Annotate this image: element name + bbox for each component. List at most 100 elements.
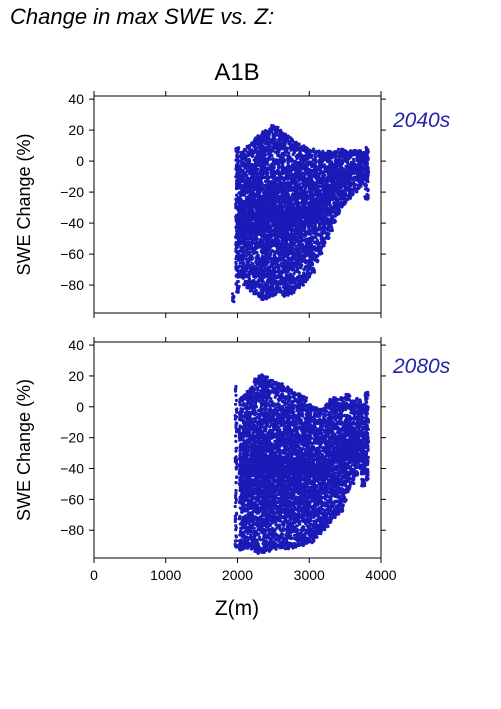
- data-point: [270, 196, 275, 200]
- data-point: [285, 262, 289, 266]
- data-point: [295, 220, 299, 224]
- data-point: [260, 148, 264, 152]
- data-point: [234, 249, 238, 253]
- data-point: [242, 149, 246, 153]
- data-point: [237, 170, 242, 174]
- data-point: [288, 197, 292, 201]
- data-point: [278, 203, 283, 207]
- data-point: [254, 288, 258, 292]
- data-point: [303, 207, 307, 211]
- y-tick-label: −20: [60, 184, 84, 200]
- data-point: [268, 244, 272, 248]
- data-point: [284, 239, 288, 243]
- data-point: [277, 272, 282, 276]
- data-point: [291, 229, 295, 233]
- data-point: [304, 280, 308, 284]
- data-point: [303, 272, 307, 276]
- data-point: [292, 248, 296, 252]
- data-point: [271, 175, 275, 179]
- data-point: [271, 145, 275, 149]
- data-point: [292, 162, 296, 166]
- data-point: [259, 249, 263, 253]
- data-point: [234, 262, 238, 266]
- data-point: [295, 217, 300, 221]
- data-point: [242, 219, 246, 223]
- data-point: [253, 142, 258, 147]
- data-point: [234, 243, 238, 247]
- data-point: [302, 166, 306, 170]
- data-point: [259, 233, 264, 237]
- data-point: [309, 235, 314, 239]
- data-point: [281, 220, 285, 224]
- data-point: [242, 176, 246, 180]
- data-point: [263, 164, 267, 168]
- data-point: [244, 254, 249, 258]
- data-point: [259, 143, 263, 147]
- data-point: [297, 285, 301, 289]
- data-point: [259, 177, 264, 181]
- data-point: [252, 211, 256, 215]
- data-point: [266, 214, 270, 218]
- data-point: [271, 149, 275, 153]
- data-point: [248, 213, 252, 217]
- data-point: [245, 196, 249, 200]
- data-point: [281, 265, 285, 269]
- data-point: [256, 208, 260, 213]
- data-point: [288, 172, 292, 176]
- data-point: [286, 282, 290, 286]
- data-point: [310, 255, 314, 259]
- data-point: [239, 255, 243, 259]
- data-point: [299, 221, 303, 225]
- data-point: [252, 150, 256, 154]
- data-point: [274, 144, 278, 148]
- data-point: [274, 290, 278, 294]
- data-point: [250, 255, 254, 259]
- data-point: [299, 229, 303, 233]
- y-axis-label: SWE Change (%): [14, 133, 34, 275]
- data-point: [238, 261, 242, 265]
- data-point: [238, 182, 242, 186]
- data-point: [270, 164, 274, 168]
- data-point: [252, 186, 256, 190]
- data-point: [239, 273, 243, 277]
- data-point: [263, 135, 267, 139]
- data-point: [238, 230, 242, 234]
- data-point: [266, 162, 270, 166]
- data-point: [288, 208, 292, 212]
- data-point: [288, 284, 292, 288]
- data-point: [237, 164, 241, 168]
- data-point: [307, 228, 311, 232]
- data-point: [273, 170, 277, 174]
- data-point: [253, 248, 257, 252]
- data-point: [277, 158, 281, 162]
- data-point: [256, 199, 260, 203]
- data-point: [266, 260, 270, 264]
- data-point: [289, 178, 293, 183]
- data-point: [259, 228, 263, 232]
- data-point: [274, 217, 279, 221]
- data-point: [245, 260, 249, 264]
- data-point: [237, 191, 242, 195]
- data-point: [288, 158, 292, 162]
- data-point: [292, 217, 296, 221]
- data-point: [277, 195, 281, 199]
- data-point: [241, 239, 246, 243]
- data-point: [288, 276, 292, 280]
- data-point: [234, 202, 238, 206]
- data-point: [273, 244, 277, 248]
- data-point: [249, 288, 253, 292]
- data-point: [313, 155, 317, 159]
- data-point: [245, 246, 249, 250]
- data-point: [274, 160, 278, 164]
- data-point: [235, 273, 239, 277]
- data-point: [256, 253, 260, 257]
- data-point: [281, 282, 285, 286]
- data-point: [252, 165, 256, 169]
- data-point: [278, 286, 282, 290]
- data-point: [296, 155, 300, 159]
- data-point: [296, 197, 300, 201]
- data-point: [246, 243, 250, 247]
- data-point: [266, 280, 271, 284]
